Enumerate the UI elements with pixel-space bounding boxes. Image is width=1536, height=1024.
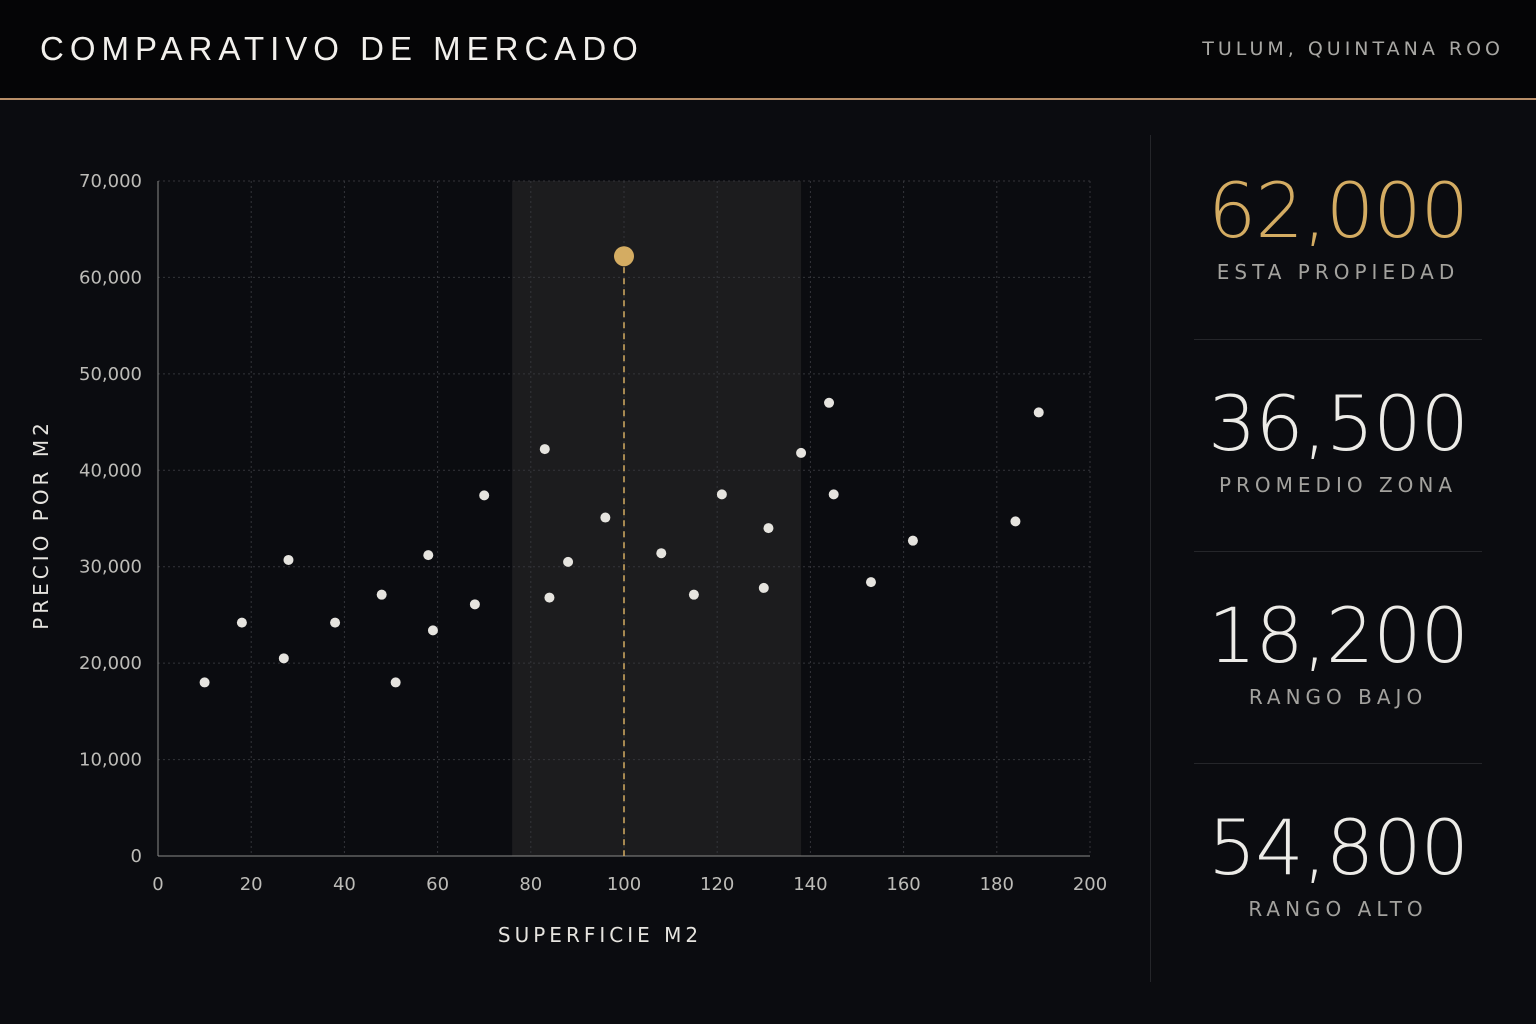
data-point xyxy=(330,617,341,628)
data-point xyxy=(907,535,918,546)
stat-divider xyxy=(1194,763,1482,764)
data-point xyxy=(716,489,727,500)
x-tick-label: 120 xyxy=(700,874,734,895)
x-tick-label: 40 xyxy=(333,874,356,895)
y-tick-label: 50,000 xyxy=(79,364,142,385)
data-point xyxy=(563,556,574,567)
location-label: TULUM, QUINTANA ROO xyxy=(1202,38,1504,60)
x-tick-label: 80 xyxy=(519,874,542,895)
data-point xyxy=(763,523,774,534)
x-tick-label: 180 xyxy=(980,874,1014,895)
stat-value-zone-average: 36,500 xyxy=(1208,379,1469,468)
stat-label-high-range: RANGO ALTO xyxy=(1248,897,1428,921)
x-tick-label: 100 xyxy=(607,874,641,895)
y-tick-label: 40,000 xyxy=(79,460,142,481)
data-point xyxy=(656,548,667,559)
y-tick-label: 60,000 xyxy=(79,267,142,288)
stat-value-this-property: 62,000 xyxy=(1208,166,1469,255)
y-tick-label: 10,000 xyxy=(79,750,142,771)
data-point xyxy=(544,592,555,603)
stat-value-high-range: 54,800 xyxy=(1208,803,1469,892)
data-point xyxy=(1010,516,1021,527)
data-point xyxy=(390,677,401,688)
y-tick-label: 20,000 xyxy=(79,653,142,674)
stat-label-zone-average: PROMEDIO ZONA xyxy=(1218,473,1458,497)
data-point xyxy=(376,589,387,600)
stat-label-this-property: ESTA PROPIEDAD xyxy=(1216,260,1460,284)
data-point xyxy=(865,577,876,588)
x-tick-label: 20 xyxy=(240,874,263,895)
data-point xyxy=(824,397,835,408)
data-point xyxy=(427,625,438,636)
y-tick-label: 0 xyxy=(131,846,142,867)
data-point xyxy=(423,550,434,561)
stat-zone-average: 36,500 PROMEDIO ZONA xyxy=(1194,379,1482,497)
stat-divider xyxy=(1194,339,1482,340)
stat-label-low-range: RANGO BAJO xyxy=(1248,685,1428,709)
data-point xyxy=(469,599,480,610)
data-point xyxy=(278,653,289,664)
x-tick-label: 140 xyxy=(793,874,827,895)
x-tick-label: 60 xyxy=(426,874,449,895)
data-point xyxy=(688,589,699,600)
x-tick-label: 0 xyxy=(152,874,163,895)
y-axis-title: PRECIO POR M2 xyxy=(29,419,53,630)
data-point xyxy=(1033,407,1044,418)
comparable-range-band xyxy=(512,181,802,856)
data-point xyxy=(828,489,839,500)
stat-high-range: 54,800 RANGO ALTO xyxy=(1194,803,1482,921)
data-point xyxy=(796,447,807,458)
data-point xyxy=(236,617,247,628)
highlight-point xyxy=(614,246,634,267)
page-title: COMPARATIVO DE MERCADO xyxy=(40,30,644,67)
stat-value-low-range: 18,200 xyxy=(1208,591,1469,680)
x-tick-label: 160 xyxy=(886,874,920,895)
data-point xyxy=(479,490,490,501)
x-tick-label: 200 xyxy=(1073,874,1107,895)
x-axis-title: SUPERFICIE M2 xyxy=(498,923,702,947)
stat-low-range: 18,200 RANGO BAJO xyxy=(1194,591,1482,709)
scatter-chart: 0 10,000 20,000 30,000 40,000 50,000 60,000 70,… xyxy=(29,171,1107,947)
data-point xyxy=(600,512,611,523)
data-point xyxy=(758,582,769,593)
header-bar: COMPARATIVO DE MERCADO TULUM, QUINTANA R… xyxy=(0,0,1536,100)
stat-divider xyxy=(1194,551,1482,552)
data-point xyxy=(283,554,294,565)
data-point xyxy=(199,677,210,688)
y-tick-label: 70,000 xyxy=(79,171,142,192)
side-panel-divider xyxy=(1150,135,1151,982)
stat-this-property: 62,000 ESTA PROPIEDAD xyxy=(1194,166,1482,284)
y-tick-label: 30,000 xyxy=(79,557,142,578)
data-point xyxy=(539,444,550,455)
